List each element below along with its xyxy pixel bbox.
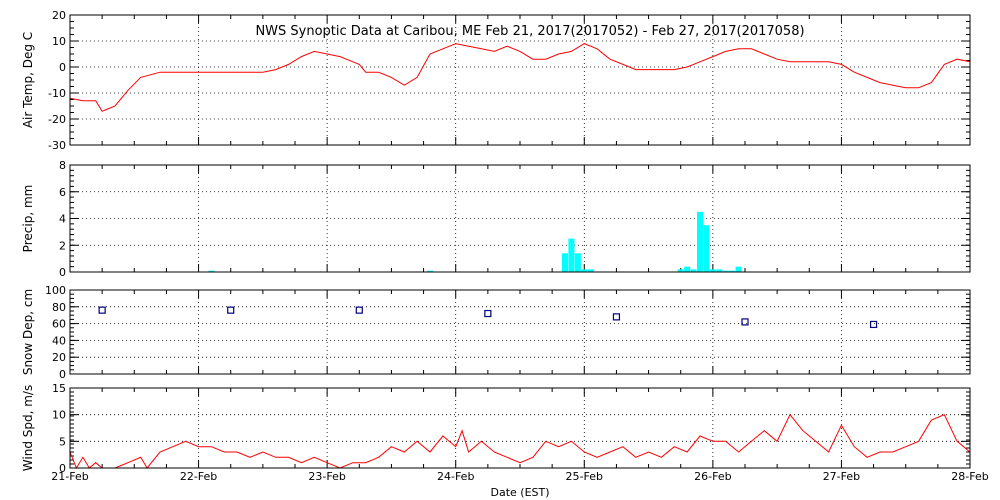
y-tick-label: 0 [59,462,66,475]
x-axis-label: Date (EST) [490,486,549,499]
air-temp-line [69,43,971,112]
y-tick-label: 20 [52,351,66,364]
y-tick-label: 0 [59,61,66,74]
precip-bar [735,266,742,272]
y-tick-label: -20 [48,113,66,126]
precip-bar [587,269,594,272]
snow-depth-point [869,320,878,329]
snow-depth-point [741,318,749,326]
panel-frame [69,164,971,273]
snow-depth-point [612,313,621,321]
precip-bar [690,269,697,272]
precip-y-label: Precip, mm [21,185,35,253]
y-tick-label: 6 [59,186,66,199]
precip-bar [722,270,729,272]
chart-title: NWS Synoptic Data at Caribou, ME Feb 21,… [255,24,804,39]
snow-depth-point [227,306,235,314]
panel-frame [69,14,971,146]
y-tick-label: -10 [48,87,66,100]
wind-speed-y-label: Wind Spd, m/s [21,385,35,471]
y-tick-label: 0 [59,266,66,279]
y-tick-label: 10 [52,35,66,48]
y-tick-label: 10 [52,409,66,422]
x-tick-label: 28-Feb [951,470,988,483]
precip-panel: 0 2 4 6 8 Precip, mm [21,159,971,279]
air-temp-y-label: Air Temp, Deg C [21,32,35,128]
precip-bar [729,270,736,272]
precip-bar [697,211,703,272]
y-tick-label: 8 [59,159,66,172]
x-tick-label: 27-Feb [823,470,860,483]
precip-bar [568,238,575,272]
snow-depth-point [98,306,106,314]
precip-bar [716,269,723,272]
y-tick-label: 60 [52,318,66,331]
snow-depth-point [355,306,363,314]
precip-bar [574,253,581,272]
y-tick-label: 15 [52,382,66,395]
y-tick-label: 0 [59,368,66,381]
y-tick-label: 20 [52,9,66,22]
precip-bar [677,269,684,272]
panels: -30 -20 -10 0 10 20 Air Temp, Deg C 0 2 4 6 8 Precip… [21,9,971,475]
x-tick-label: 23-Feb [308,470,345,483]
precip-bar [684,266,691,272]
wind-speed-panel: 0 5 10 15 Wind Spd, m/s [21,382,971,475]
precip-bar [427,270,433,272]
precip-bar [581,269,588,272]
x-tick-label: 24-Feb [437,470,474,483]
y-tick-label: 100 [45,284,66,297]
y-tick-label: 80 [52,301,66,314]
x-tick-label: 21-Feb [51,470,88,483]
snow-depth-y-label: Snow Dep, cm [21,289,35,375]
y-tick-label: 4 [59,213,66,226]
y-tick-label: 5 [59,435,66,448]
x-tick-label: 26-Feb [694,470,731,483]
y-tick-label: 2 [59,239,66,252]
y-tick-label: -30 [48,139,66,152]
precip-bar [208,270,215,272]
precip-bar [703,225,710,272]
x-tick-label: 22-Feb [180,470,217,483]
x-axis: 21-Feb 22-Feb 23-Feb 24-Feb 25-Feb 26-Feb 27-F… [51,470,988,483]
x-tick-label: 25-Feb [566,470,603,483]
panel-frame [69,387,971,469]
wind-speed-line [69,413,971,470]
precip-bar [562,253,568,272]
snow-depth-point [484,309,492,318]
air-temp-panel: -30 -20 -10 0 10 20 Air Temp, Deg C [21,9,971,152]
precip-bar [709,269,716,272]
snow-depth-panel: 0 20 40 60 80 100 Snow Dep, cm [21,284,971,381]
y-tick-label: 40 [52,334,66,347]
panel-frame [69,289,971,375]
